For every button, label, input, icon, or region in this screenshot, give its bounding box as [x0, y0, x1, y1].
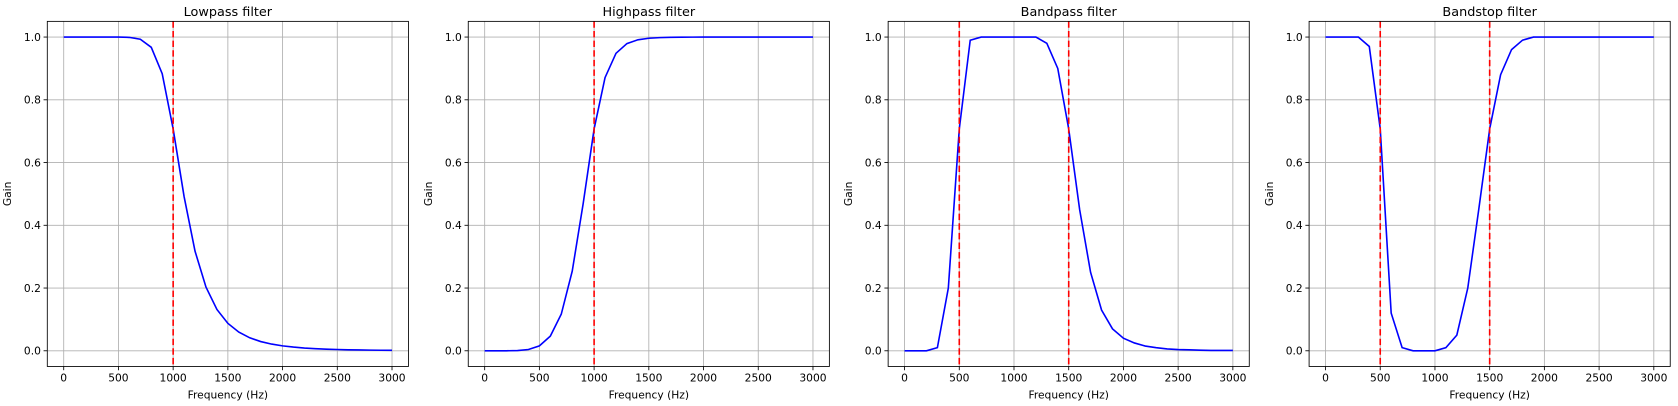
x-axis-label: Frequency (Hz): [1449, 389, 1529, 402]
x-tick-label: 2500: [324, 371, 351, 384]
x-tick-label: 0: [901, 371, 908, 384]
y-tick-label: 0.2: [24, 282, 41, 295]
x-tick-label: 500: [529, 371, 550, 384]
x-tick-label: 0: [60, 371, 67, 384]
chart-title: Bandpass filter: [1021, 5, 1118, 20]
y-tick-label: 0.6: [865, 156, 882, 169]
y-tick-label: 0.6: [24, 156, 41, 169]
x-axis-label: Frequency (Hz): [609, 389, 689, 402]
x-tick-label: 1500: [1055, 371, 1082, 384]
y-tick-label: 0.2: [1286, 282, 1303, 295]
y-tick-label: 1.0: [24, 31, 41, 44]
x-axis-label: Frequency (Hz): [1028, 389, 1108, 402]
x-tick-label: 1500: [214, 371, 241, 384]
x-tick-label: 2000: [1110, 371, 1137, 384]
y-tick-label: 0.6: [1286, 156, 1303, 169]
axes-frame: [1308, 20, 1671, 367]
axes-frame: [46, 20, 409, 367]
x-tick-label: 2500: [1165, 371, 1192, 384]
curve: [63, 36, 393, 352]
y-tick-label: 0.8: [1286, 94, 1303, 107]
y-tick-label: 0.0: [1286, 345, 1303, 358]
y-tick-label: 0.6: [445, 156, 462, 169]
y-axis-label: Gain: [842, 182, 855, 207]
x-tick-label: 3000: [799, 371, 826, 384]
y-tick-label: 1.0: [445, 31, 462, 44]
x-tick-label: 2000: [1531, 371, 1558, 384]
x-tick-label: 2000: [269, 371, 296, 384]
chart-title: Bandstop filter: [1442, 5, 1537, 20]
chart-title: Highpass filter: [602, 5, 695, 20]
y-tick-label: 0.2: [865, 282, 882, 295]
y-tick-label: 1.0: [865, 31, 882, 44]
y-tick-label: 0.0: [865, 345, 882, 358]
x-tick-label: 2500: [745, 371, 772, 384]
y-axis-label: Gain: [1, 182, 14, 207]
x-tick-label: 2500: [1586, 371, 1613, 384]
curve: [484, 36, 813, 352]
y-tick-label: 0.8: [445, 94, 462, 107]
y-tick-label: 0.2: [445, 282, 462, 295]
x-tick-label: 3000: [378, 371, 405, 384]
y-tick-label: 0.4: [445, 219, 462, 232]
x-tick-label: 1500: [1476, 371, 1503, 384]
x-tick-label: 500: [1370, 371, 1391, 384]
y-tick-label: 0.4: [865, 219, 882, 232]
x-tick-label: 0: [481, 371, 488, 384]
axes-frame: [887, 20, 1250, 367]
y-tick-label: 1.0: [1286, 31, 1303, 44]
y-tick-label: 0.8: [24, 94, 41, 107]
x-tick-label: 1000: [581, 371, 608, 384]
y-axis-label: Gain: [1263, 182, 1276, 207]
y-tick-label: 0.8: [865, 94, 882, 107]
x-tick-label: 1000: [1000, 371, 1027, 384]
y-tick-label: 0.0: [445, 345, 462, 358]
y-axis-label: Gain: [422, 182, 435, 207]
y-tick-label: 0.0: [24, 345, 41, 358]
x-tick-label: 500: [108, 371, 129, 384]
x-tick-label: 3000: [1219, 371, 1246, 384]
x-tick-label: 1500: [635, 371, 662, 384]
x-tick-label: 0: [1322, 371, 1329, 384]
y-tick-label: 0.4: [1286, 219, 1303, 232]
x-tick-label: 500: [949, 371, 970, 384]
y-tick-label: 0.4: [24, 219, 41, 232]
x-tick-label: 1000: [1421, 371, 1448, 384]
x-axis-label: Frequency (Hz): [188, 389, 268, 402]
axes-frame: [467, 20, 830, 367]
x-tick-label: 1000: [160, 371, 187, 384]
x-tick-label: 3000: [1640, 371, 1667, 384]
x-tick-label: 2000: [690, 371, 717, 384]
chart-title: Lowpass filter: [184, 5, 273, 20]
